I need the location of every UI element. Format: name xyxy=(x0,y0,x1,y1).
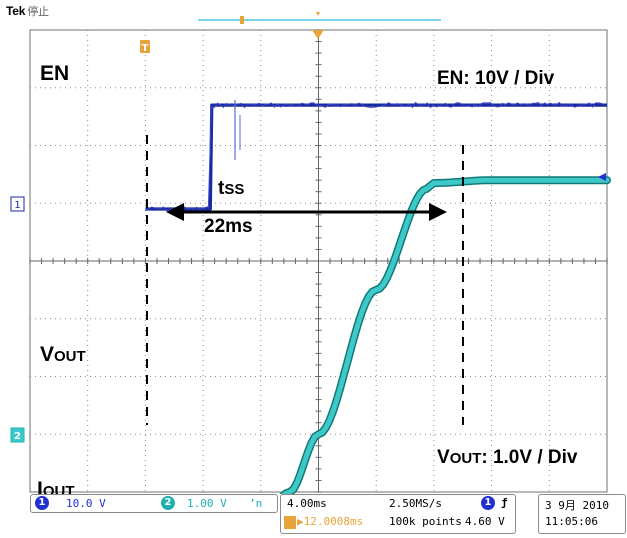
vout-scale-main: V xyxy=(437,447,450,468)
horizontal-settings-box[interactable]: 4.00ms 2.50MS/s ▶12.0008ms 100k points 1… xyxy=(280,494,516,534)
vout-scale-rest: : 1.0V / Div xyxy=(481,447,578,468)
date: 3 9月 2010 xyxy=(545,499,609,512)
trigger-level-marker xyxy=(598,173,606,181)
trigger-source-badge: 1 xyxy=(481,496,495,510)
tss-double-arrow xyxy=(166,203,447,221)
ch2-marker-label: 2 xyxy=(14,431,21,442)
iout-main: I xyxy=(37,478,43,501)
ch1-marker-label: 1 xyxy=(14,200,20,211)
channel-settings-box[interactable]: 1 10.0 V 2 1.00 V ʼn xyxy=(30,494,278,513)
vout-subscript: OUT xyxy=(54,348,86,365)
tss-label: tSS xyxy=(218,178,244,200)
sample-rate: 2.50MS/s xyxy=(389,497,442,510)
brand-label: Tek xyxy=(6,4,26,18)
timebase: 4.00ms xyxy=(287,497,327,510)
vout-scale-label: VOUT: 1.0V / Div xyxy=(437,447,577,469)
en-channel-label: EN xyxy=(40,62,70,85)
graticule xyxy=(29,29,608,493)
ch2-scale: 1.00 V xyxy=(187,497,227,510)
horizontal-center-marker xyxy=(312,30,324,39)
vout-channel-label: VOUT xyxy=(40,343,86,367)
tss-main: t xyxy=(218,178,225,199)
trigger-position-marker: T xyxy=(140,30,324,54)
tss-subscript: SS xyxy=(224,181,245,198)
trigger-slope-icon: ƒ xyxy=(501,496,508,509)
status-bar: 1 10.0 V 2 1.00 V ʼn 4.00ms 2.50MS/s ▶12… xyxy=(30,494,626,536)
en-scale-label: EN: 10V / Div xyxy=(437,68,555,89)
record-length: 100k points xyxy=(389,515,462,528)
top-status: Tek 停止 xyxy=(6,3,49,19)
ch1-badge[interactable]: 1 xyxy=(35,496,49,510)
trigger-marker-label: T xyxy=(142,43,149,54)
ch2-ground-marker: 2 xyxy=(10,427,25,443)
ch2-badge[interactable]: 2 xyxy=(161,496,175,510)
vout-scale-subscript: OUT xyxy=(449,450,482,467)
trigger-position: ▶12.0008ms xyxy=(297,515,364,528)
acquisition-state: 停止 xyxy=(27,6,49,18)
en-waveform-noise xyxy=(145,101,605,212)
tss-value-label: 22ms xyxy=(204,216,253,237)
record-center-marker xyxy=(316,12,320,16)
trigger-level: 4.60 V xyxy=(465,515,505,528)
trigger-pos-icon xyxy=(284,516,296,529)
ch2-bandwidth-icon: ʼn xyxy=(249,497,263,510)
vout-main: V xyxy=(40,343,55,366)
time: 11:05:06 xyxy=(545,515,598,528)
datetime-box: 3 9月 2010 11:05:06 xyxy=(538,494,626,534)
ch1-scale: 10.0 V xyxy=(66,497,106,510)
record-trigger-indicator xyxy=(240,16,244,24)
ch1-ground-marker: 1 xyxy=(10,196,25,212)
